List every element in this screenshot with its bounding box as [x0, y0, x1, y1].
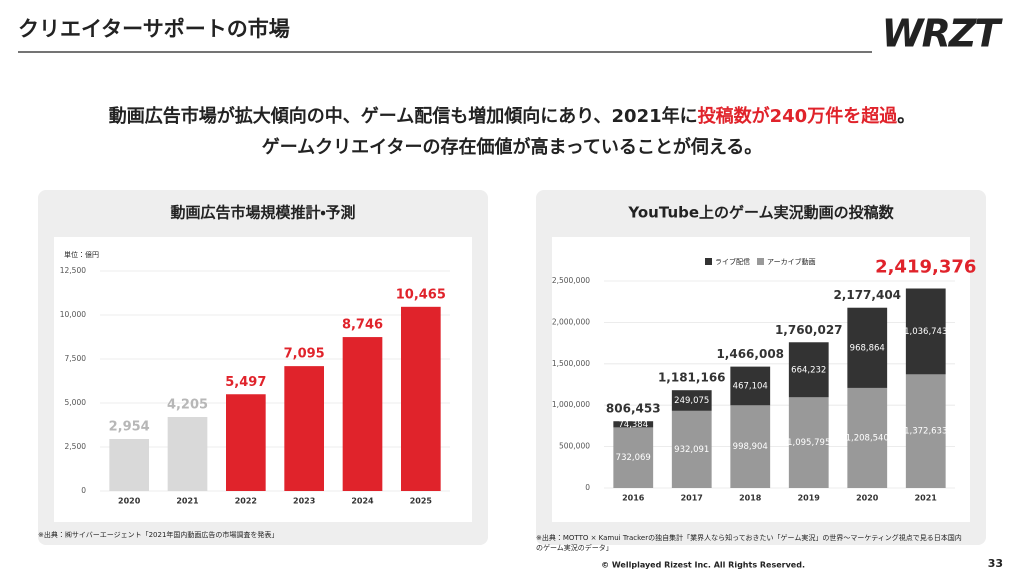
copyright: © Wellplayed Rizest Inc. All Rights Rese… — [601, 561, 805, 570]
legend-label: アーカイブ動画 — [767, 257, 816, 266]
legend-swatch — [705, 258, 712, 265]
bar — [401, 306, 441, 491]
bar-segment — [847, 307, 888, 388]
bar-segment — [788, 397, 829, 488]
segment-label: 732,069 — [616, 453, 651, 463]
bar — [226, 394, 266, 491]
x-tick-label: 2018 — [739, 494, 762, 503]
legend-swatch — [757, 258, 764, 265]
legend-label: ライブ配信 — [715, 257, 750, 266]
segment-label: 467,104 — [733, 381, 768, 391]
x-tick-label: 2023 — [293, 497, 315, 506]
bar — [167, 416, 208, 491]
segment-label: 1,208,540 — [846, 433, 889, 443]
x-tick-label: 2024 — [351, 497, 374, 506]
total-label: 1,181,166 — [658, 371, 726, 385]
bar — [284, 366, 324, 491]
logo: WRZT — [882, 12, 1004, 56]
segment-label: 249,075 — [674, 396, 709, 406]
y-tick-label: 2,500 — [65, 442, 87, 451]
x-tick-label: 2025 — [410, 497, 433, 506]
x-tick-label: 2016 — [622, 494, 645, 503]
bar-segment — [905, 374, 946, 488]
unit-label: 単位：億円 — [64, 250, 99, 259]
y-tick-label: 1,000,000 — [552, 400, 590, 409]
y-tick-label: 5,000 — [65, 398, 87, 407]
segment-label: 1,036,743 — [904, 327, 947, 337]
y-tick-label: 2,000,000 — [552, 317, 590, 326]
x-tick-label: 2017 — [681, 494, 703, 503]
chart-title: 動画広告市場規模推計・予測 — [170, 204, 355, 222]
value-label: 7,095 — [284, 347, 325, 362]
y-tick-label: 1,500,000 — [552, 359, 590, 368]
lead-text: 。 — [897, 106, 915, 127]
total-label: 2,419,376 — [875, 257, 976, 278]
total-label: 1,760,027 — [775, 323, 843, 337]
chart-title: YouTube上のゲーム実況動画の投稿数 — [627, 204, 894, 222]
value-label: 2,954 — [109, 420, 150, 435]
x-tick-label: 2020 — [118, 497, 141, 506]
bar-segment — [671, 410, 712, 488]
bar-segment — [671, 390, 712, 411]
total-label: 806,453 — [606, 402, 661, 416]
y-tick-label: 10,000 — [60, 310, 86, 319]
bar-segment — [730, 405, 771, 488]
x-tick-label: 2020 — [856, 494, 879, 503]
bar — [109, 439, 149, 491]
bar-segment — [788, 342, 829, 398]
total-label: 1,466,008 — [716, 347, 784, 361]
segment-label: 998,904 — [733, 442, 768, 452]
bar-segment — [847, 387, 888, 488]
segment-label: 932,091 — [674, 445, 709, 455]
value-label: 10,465 — [396, 287, 446, 302]
x-tick-label: 2022 — [235, 497, 257, 506]
bar — [342, 337, 383, 491]
segment-label: 1,095,795 — [787, 438, 830, 448]
slide-title: クリエイターサポートの市場 — [18, 17, 290, 41]
y-tick-label: 0 — [81, 486, 86, 495]
source-note: のゲーム実況のデータ」 — [536, 543, 613, 552]
y-tick-label: 12,500 — [60, 266, 86, 275]
bar-segment — [730, 366, 771, 406]
x-tick-label: 2021 — [915, 494, 938, 503]
lead-line: ゲームクリエイターの存在価値が高まっていることが伺える。 — [262, 136, 763, 158]
value-label: 5,497 — [225, 375, 266, 390]
segment-label: 664,232 — [791, 365, 826, 375]
y-tick-label: 7,500 — [65, 354, 87, 363]
source-note: ※出典：MOTTO × Kamui Trackerの独自集計「業界人なら知ってお… — [536, 533, 962, 542]
y-tick-label: 2,500,000 — [552, 276, 590, 285]
value-label: 8,746 — [342, 318, 383, 333]
bar-segment — [613, 427, 654, 488]
source-note: ※出典：㈱サイバーエージェント「2021年国内動画広告の市場調査を発表」 — [38, 530, 278, 539]
value-label: 4,205 — [167, 397, 208, 412]
page-number: 33 — [988, 557, 1003, 570]
x-tick-label: 2021 — [176, 497, 199, 506]
y-tick-label: 0 — [585, 483, 590, 492]
bar-segment — [613, 421, 654, 428]
lead-line: 動画広告市場が拡大傾向の中、ゲーム配信も増加傾向にあり、2021年に投稿数が24… — [109, 105, 915, 127]
bar-segment — [905, 288, 946, 375]
x-tick-label: 2019 — [798, 494, 821, 503]
segment-label: 968,864 — [850, 343, 885, 353]
segment-label: 1,372,633 — [904, 427, 947, 437]
segment-label: 74,384 — [618, 420, 648, 430]
lead-text: 動画広告市場が拡大傾向の中、ゲーム配信も増加傾向にあり、2021年に — [109, 105, 698, 127]
lead-highlight: 投稿数が240万件を超過 — [698, 105, 898, 127]
total-label: 2,177,404 — [833, 288, 901, 302]
y-tick-label: 500,000 — [559, 442, 590, 451]
